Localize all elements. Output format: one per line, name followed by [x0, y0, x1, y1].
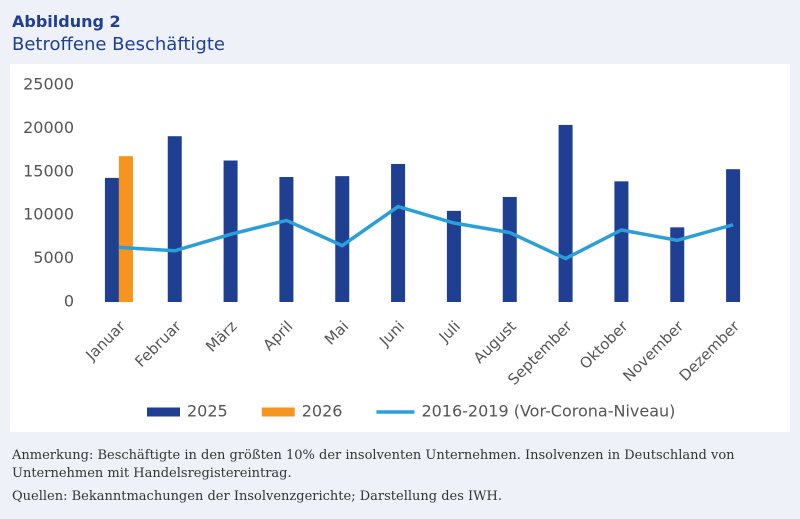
legend-label: 2026: [302, 402, 343, 421]
y-tick-label: 10000: [23, 205, 74, 224]
figure-label: Abbildung 2: [12, 12, 121, 31]
bar: [104, 177, 119, 302]
legend-label: 2016-2019 (Vor-Corona-Niveau): [421, 402, 675, 421]
bar: [118, 156, 133, 302]
line: [118, 204, 734, 261]
source: Quellen: Bekanntmachungen der Insolvenzg…: [12, 489, 502, 504]
bar: [279, 177, 294, 302]
y-tick-label: 15000: [23, 161, 74, 180]
note: Anmerkung: Beschäftigte in den größten 1…: [12, 448, 735, 481]
y-tick-label: 20000: [23, 118, 74, 137]
bar: [335, 176, 350, 302]
bar: [726, 169, 741, 302]
legend-label: 2025: [187, 402, 228, 421]
bar: [167, 136, 182, 302]
chart-title: Betroffene Beschäftigte: [12, 34, 225, 55]
bar: [223, 160, 238, 302]
bar: [558, 124, 573, 302]
y-tick-label: 5000: [33, 248, 74, 267]
bar: [670, 227, 685, 302]
y-tick-label: 25000: [23, 75, 74, 94]
y-tick-label: 0: [64, 292, 74, 311]
bar: [446, 210, 461, 302]
bar: [614, 181, 629, 302]
bar: [502, 196, 517, 302]
bar: [391, 163, 406, 302]
